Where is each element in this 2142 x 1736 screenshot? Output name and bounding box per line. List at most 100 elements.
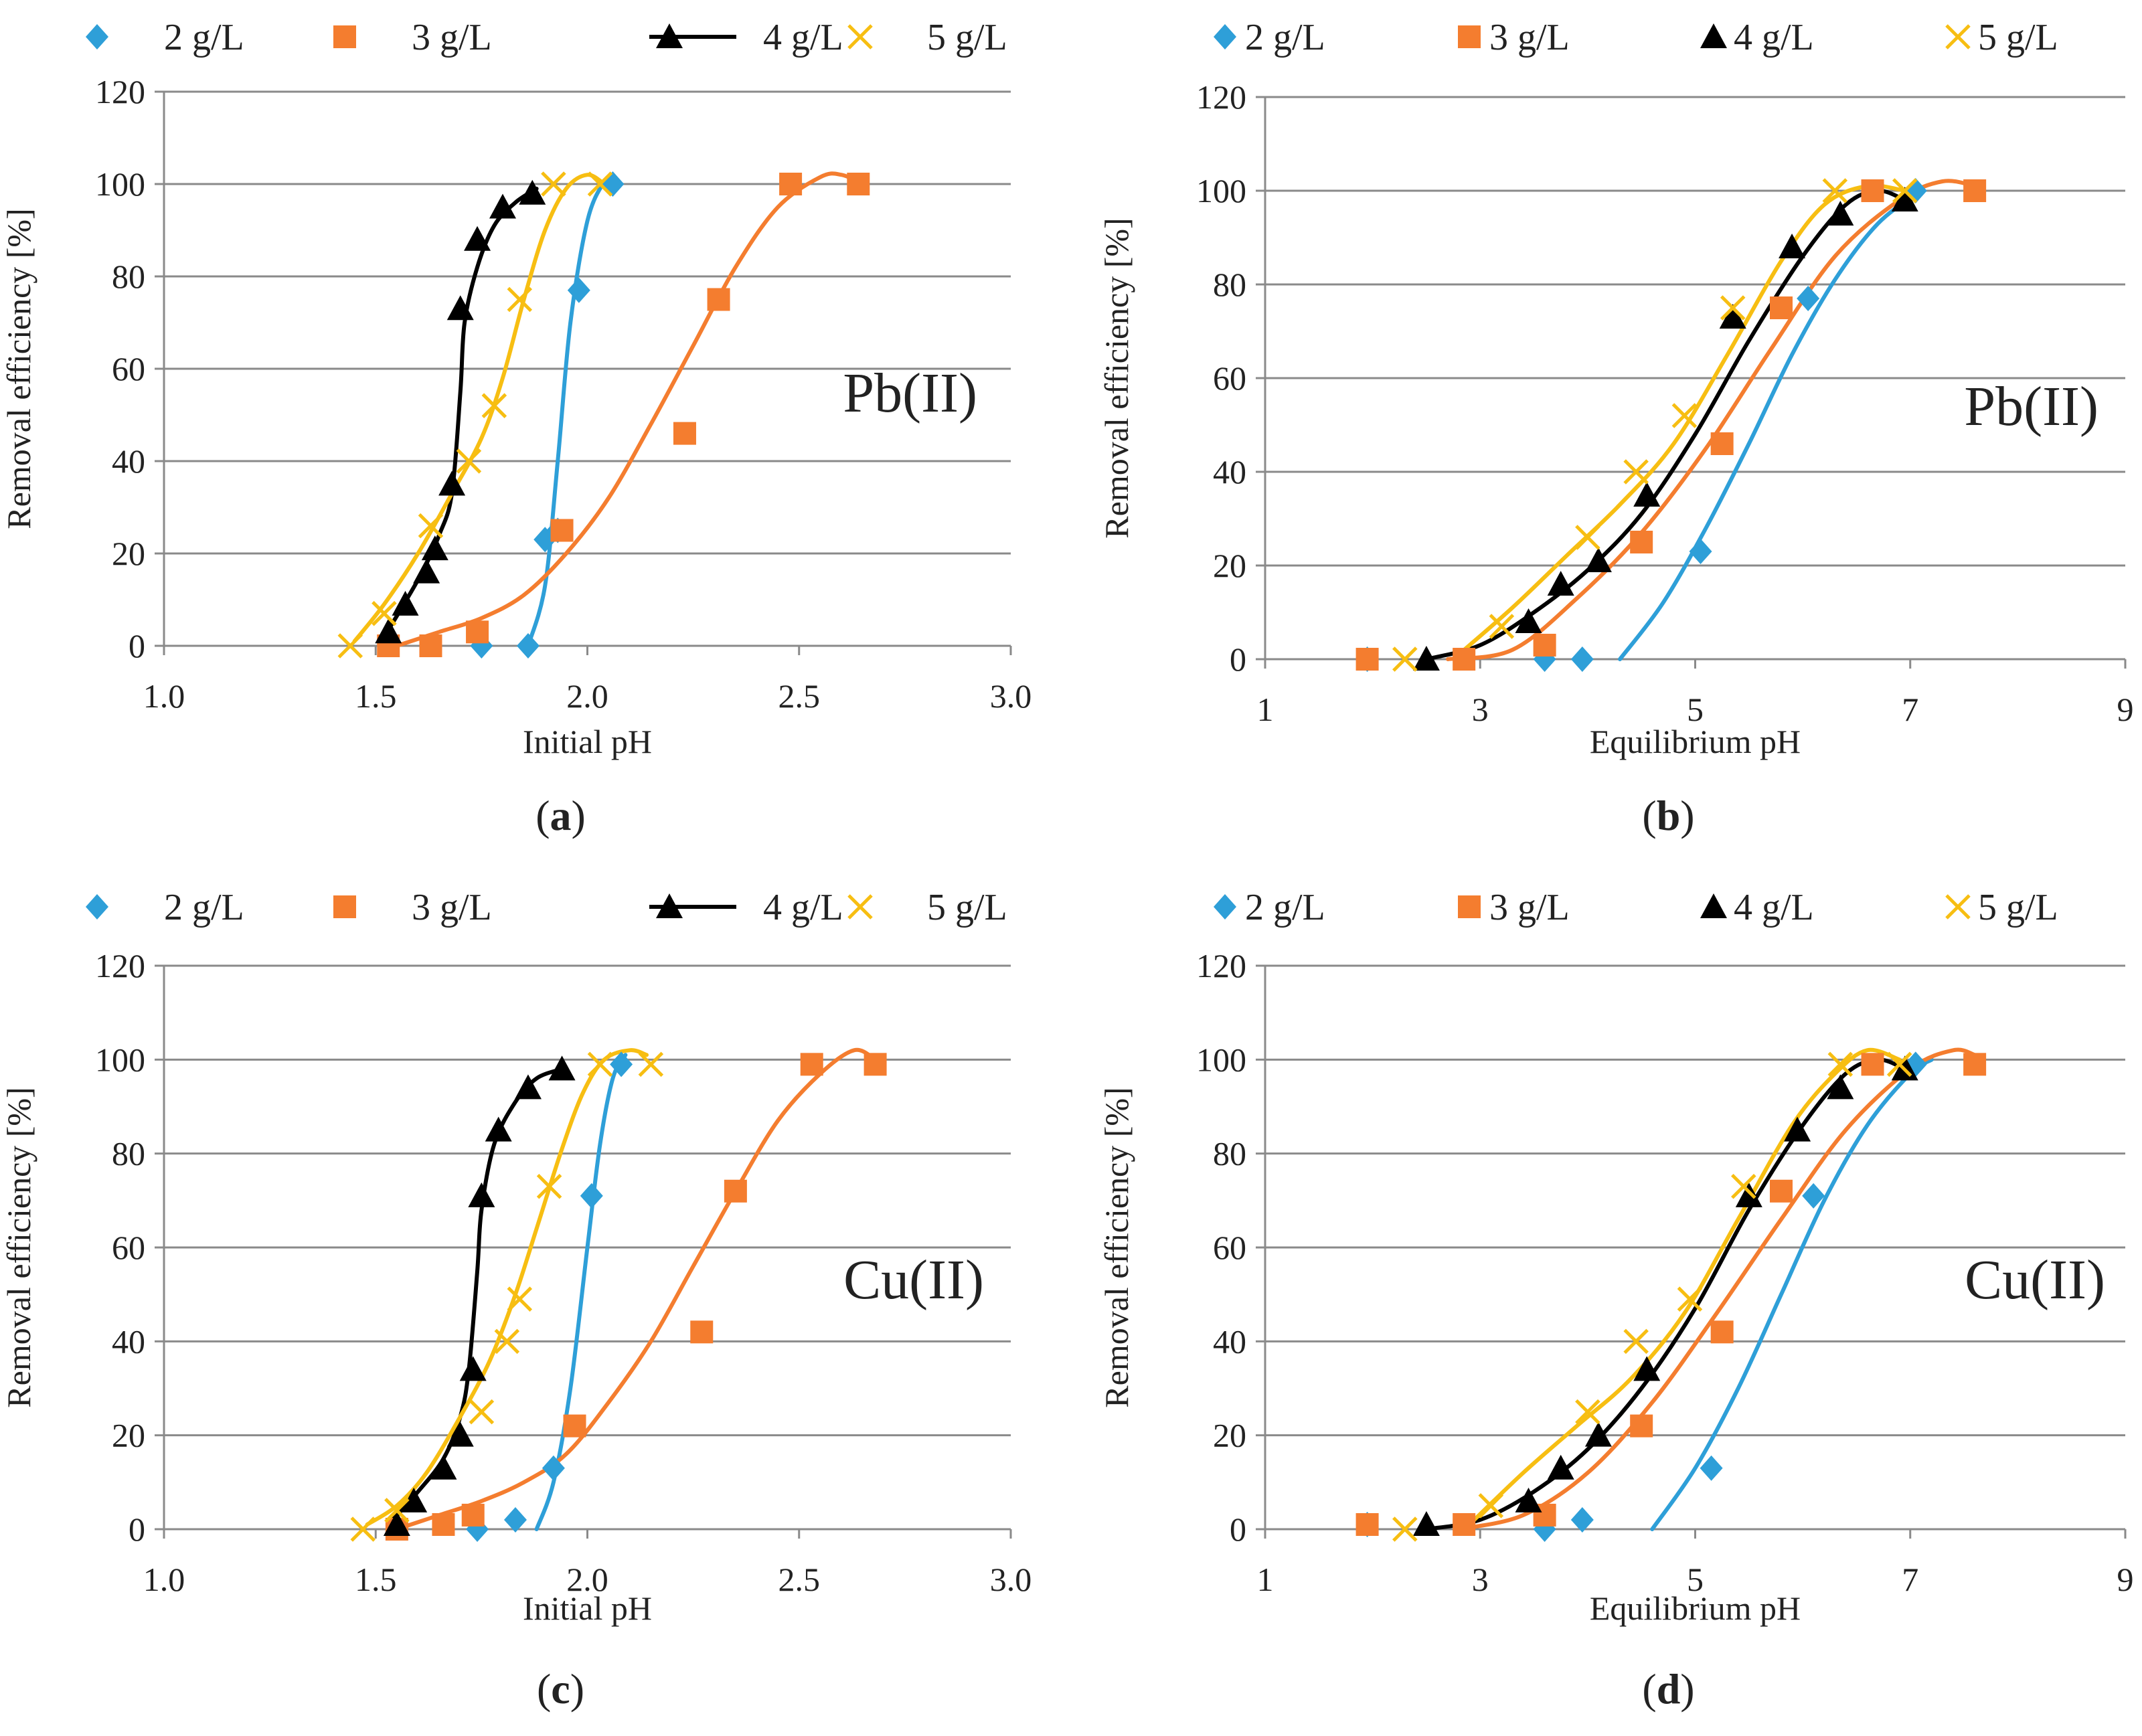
- data-point-3gL: [863, 1053, 887, 1076]
- x-tick-label: 9: [2117, 1561, 2134, 1598]
- x-tick-label: 7: [1902, 1561, 1918, 1598]
- x-tick-label: 1.5: [355, 1561, 397, 1598]
- legend-marker: [86, 24, 108, 50]
- y-tick-label: 100: [95, 1041, 145, 1078]
- x-tick-label: 3.0: [990, 1561, 1032, 1598]
- x-axis-label: Equilibrium pH: [1590, 1589, 1801, 1627]
- legend-marker: [333, 25, 356, 48]
- data-point-5gL: [481, 393, 507, 418]
- legend-item-4gL: 4 g/L: [1700, 17, 1814, 58]
- data-point-3gL: [1710, 432, 1734, 455]
- data-point-5gL: [1822, 178, 1848, 203]
- data-point-3gL: [1710, 1320, 1734, 1344]
- data-point-4gL: [1547, 571, 1574, 596]
- data-point-4gL: [1633, 1356, 1661, 1381]
- legend-marker: [86, 894, 108, 920]
- x-tick-label: 2.5: [778, 677, 821, 715]
- x-tick-label: 1.0: [143, 1561, 185, 1598]
- y-tick-label: 40: [1213, 1322, 1246, 1360]
- data-point-5gL: [1392, 646, 1418, 672]
- y-axis-label: Removal efficiency [%]: [0, 1087, 37, 1407]
- legend-marker: [656, 893, 683, 918]
- y-tick-label: 100: [95, 165, 145, 203]
- data-point-3gL: [1355, 648, 1379, 671]
- chart-a: 0 20 40 60 80 100 120 1.0 1.5 2.0 2.5 3.0 Initial pH…: [0, 17, 1032, 839]
- data-point-5gL: [1827, 1051, 1853, 1077]
- y-tick-label: 100: [1196, 1041, 1246, 1078]
- data-point-5gL: [1478, 1493, 1504, 1518]
- data-point-4gL: [392, 590, 419, 616]
- x-tick-label: 1: [1257, 1561, 1274, 1598]
- y-tick-label: 0: [129, 1510, 145, 1548]
- x-axis-label: Initial pH: [523, 1589, 652, 1627]
- data-point-4gL: [383, 1510, 410, 1536]
- data-point-2gL: [1802, 1183, 1825, 1209]
- legend-label: 3 g/L: [1489, 887, 1570, 928]
- legend-label: 4 g/L: [763, 17, 843, 58]
- data-point-3gL: [1770, 1179, 1793, 1203]
- metal-annotation: Cu(II): [1965, 1249, 2105, 1311]
- data-point-3gL: [847, 173, 870, 195]
- data-point-2gL: [567, 277, 590, 303]
- legend-marker: [1214, 894, 1236, 920]
- data-point-5gL: [1892, 178, 1918, 203]
- legend-label: 4 g/L: [763, 887, 843, 928]
- data-point-4gL: [1735, 1182, 1762, 1207]
- data-point-5gL: [587, 1051, 613, 1077]
- legend-marker: [333, 895, 356, 918]
- data-point-3gL: [1453, 1512, 1476, 1536]
- data-point-3gL: [1770, 296, 1793, 319]
- x-tick-label: 3.0: [990, 677, 1032, 715]
- data-point-4gL: [1412, 646, 1440, 671]
- y-tick-label: 0: [129, 627, 145, 665]
- legend-item-2gL: 2 g/L: [86, 17, 244, 58]
- x-tick-label: 1: [1257, 691, 1274, 728]
- data-point-4gL: [1412, 1510, 1440, 1536]
- x-tick-label: 2.0: [566, 1561, 608, 1598]
- data-point-5gL: [469, 1399, 495, 1425]
- data-point-4gL: [421, 535, 448, 561]
- data-point-2gL: [601, 171, 625, 197]
- series-line-3gL: [394, 171, 865, 648]
- data-point-5gL: [541, 171, 566, 197]
- x-tick-label: 9: [2117, 691, 2134, 728]
- data-point-4gL: [1515, 608, 1542, 633]
- y-tick-label: 80: [1213, 266, 1246, 303]
- panel-label: (b): [1642, 792, 1694, 839]
- y-tick-label: 20: [1213, 1417, 1246, 1454]
- data-point-4gL: [1633, 482, 1661, 507]
- data-point-2gL: [503, 1506, 527, 1533]
- series-line-4gL: [390, 1067, 564, 1522]
- legend-label: 5 g/L: [927, 887, 1007, 928]
- y-tick-label: 120: [95, 947, 145, 984]
- x-tick-label: 3: [1472, 691, 1489, 728]
- legend-marker: [1458, 25, 1481, 48]
- y-tick-label: 40: [1213, 453, 1246, 491]
- data-point-5gL: [372, 600, 397, 626]
- data-point-3gL: [1630, 1414, 1653, 1438]
- y-tick-label: 0: [1230, 1510, 1246, 1548]
- data-point-3gL: [779, 173, 803, 195]
- data-point-5gL: [337, 633, 363, 659]
- data-point-3gL: [563, 1414, 586, 1438]
- data-point-3gL: [466, 620, 489, 644]
- data-point-2gL: [1700, 1455, 1723, 1481]
- data-point-2gL: [516, 633, 540, 659]
- data-point-5gL: [1671, 403, 1698, 428]
- data-point-3gL: [1963, 179, 1987, 202]
- legend-label: 4 g/L: [1734, 887, 1814, 928]
- data-point-4gL: [430, 1454, 457, 1480]
- data-point-5gL: [456, 448, 482, 474]
- data-point-3gL: [1630, 531, 1653, 553]
- y-tick-label: 0: [1230, 640, 1246, 678]
- data-point-4gL: [1719, 304, 1746, 329]
- data-point-2gL: [610, 1051, 633, 1077]
- data-point-2gL: [1570, 646, 1594, 672]
- x-tick-label: 5: [1687, 691, 1704, 728]
- data-point-2gL: [1570, 1506, 1594, 1533]
- data-point-5gL: [587, 171, 613, 197]
- x-axis-label: Equilibrium pH: [1590, 723, 1801, 760]
- data-point-3gL: [1533, 634, 1556, 657]
- y-tick-label: 40: [112, 1322, 145, 1360]
- legend-item-3gL: 3 g/L: [1458, 17, 1570, 58]
